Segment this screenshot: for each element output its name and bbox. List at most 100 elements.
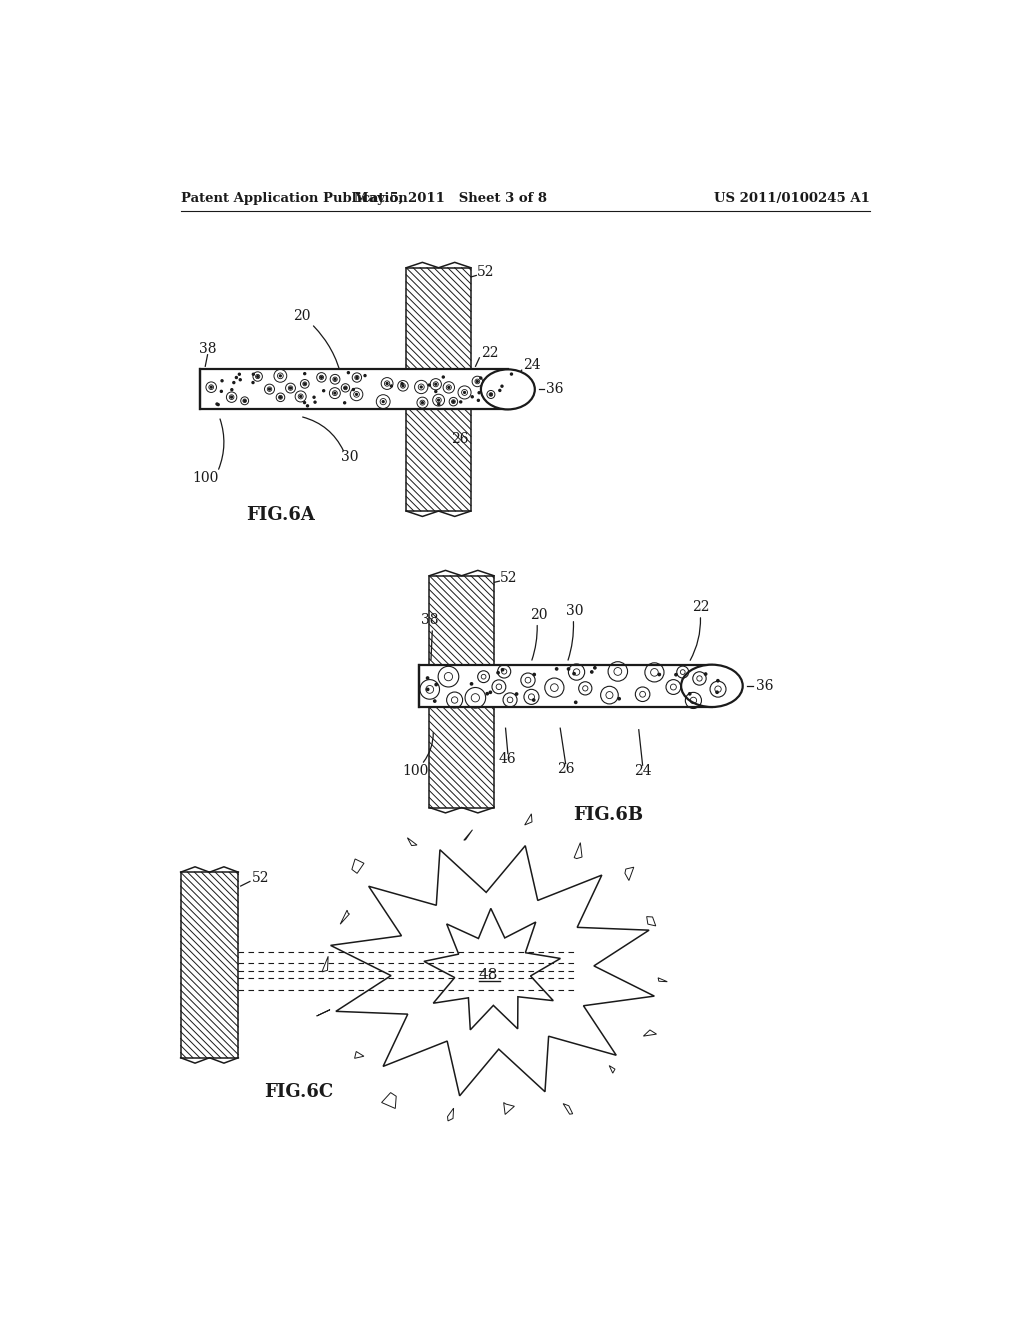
Text: 20: 20: [529, 609, 548, 622]
Text: 22: 22: [481, 346, 499, 360]
Text: 52: 52: [500, 572, 518, 585]
Circle shape: [497, 672, 500, 673]
Circle shape: [532, 698, 535, 701]
Circle shape: [230, 388, 232, 391]
Circle shape: [239, 374, 241, 375]
Circle shape: [555, 668, 558, 671]
Circle shape: [511, 374, 512, 375]
Bar: [200, 370, 508, 409]
Circle shape: [334, 392, 336, 395]
Circle shape: [471, 396, 473, 397]
Circle shape: [534, 673, 536, 676]
Circle shape: [489, 393, 492, 396]
Circle shape: [304, 383, 306, 385]
Text: 100: 100: [193, 471, 218, 484]
Circle shape: [499, 389, 501, 392]
Circle shape: [477, 400, 479, 401]
Text: 24: 24: [523, 358, 541, 372]
Circle shape: [618, 697, 621, 700]
Circle shape: [216, 403, 218, 405]
Text: 26: 26: [452, 433, 469, 446]
Circle shape: [220, 391, 222, 392]
Text: FIG.6C: FIG.6C: [264, 1084, 333, 1101]
Text: 38: 38: [421, 614, 438, 627]
Circle shape: [476, 380, 478, 383]
Circle shape: [486, 693, 488, 694]
Text: FIG.6A: FIG.6A: [247, 506, 315, 524]
Text: 30: 30: [341, 450, 358, 465]
Circle shape: [240, 379, 242, 380]
Circle shape: [591, 671, 593, 673]
Circle shape: [344, 387, 346, 389]
Circle shape: [688, 693, 691, 694]
Circle shape: [314, 401, 316, 403]
Circle shape: [210, 387, 212, 388]
Circle shape: [355, 393, 357, 395]
Circle shape: [221, 380, 223, 381]
Text: 24: 24: [634, 763, 651, 777]
Circle shape: [244, 400, 246, 401]
Circle shape: [717, 680, 719, 682]
Circle shape: [257, 376, 259, 378]
Circle shape: [437, 399, 439, 401]
Circle shape: [572, 672, 575, 675]
Circle shape: [356, 376, 357, 379]
Circle shape: [306, 405, 308, 407]
Circle shape: [300, 396, 302, 397]
Text: May 5, 2011   Sheet 3 of 8: May 5, 2011 Sheet 3 of 8: [353, 191, 547, 205]
Text: US 2011/0100245 A1: US 2011/0100245 A1: [714, 191, 869, 205]
Circle shape: [268, 388, 270, 391]
Text: 52: 52: [252, 871, 269, 886]
Circle shape: [470, 682, 473, 685]
Circle shape: [334, 379, 336, 380]
Circle shape: [453, 401, 455, 403]
Circle shape: [364, 375, 366, 376]
Text: 100: 100: [402, 763, 429, 777]
Circle shape: [313, 396, 315, 399]
Text: 52: 52: [477, 265, 495, 280]
Circle shape: [502, 669, 504, 671]
Circle shape: [382, 401, 384, 403]
Circle shape: [435, 391, 437, 392]
Ellipse shape: [681, 665, 742, 708]
Circle shape: [705, 673, 707, 676]
Circle shape: [232, 381, 234, 384]
Circle shape: [426, 677, 429, 680]
Circle shape: [675, 673, 677, 676]
Circle shape: [658, 673, 660, 676]
Circle shape: [217, 404, 219, 405]
Circle shape: [464, 392, 466, 393]
Text: 30: 30: [566, 605, 584, 618]
Text: 36: 36: [756, 678, 773, 693]
Circle shape: [478, 392, 480, 393]
Circle shape: [427, 688, 429, 690]
Circle shape: [280, 396, 282, 399]
Text: FIG.6B: FIG.6B: [572, 807, 643, 824]
Bar: [419, 665, 712, 708]
Bar: [180, 873, 239, 1057]
Text: Patent Application Publication: Patent Application Publication: [180, 191, 408, 205]
Circle shape: [420, 385, 422, 388]
Circle shape: [567, 668, 569, 671]
Circle shape: [428, 384, 430, 385]
Bar: [429, 576, 494, 808]
Circle shape: [460, 401, 462, 403]
Text: 36: 36: [547, 383, 564, 396]
Circle shape: [489, 692, 492, 693]
Circle shape: [447, 387, 450, 388]
Circle shape: [442, 376, 444, 378]
Circle shape: [435, 383, 436, 385]
Circle shape: [401, 383, 403, 384]
Circle shape: [515, 693, 518, 696]
Circle shape: [280, 375, 282, 376]
Circle shape: [386, 383, 388, 384]
Ellipse shape: [481, 370, 535, 409]
Circle shape: [347, 372, 349, 374]
Circle shape: [501, 385, 503, 387]
Circle shape: [402, 385, 403, 387]
Circle shape: [437, 403, 439, 405]
Circle shape: [236, 376, 238, 379]
Text: 48: 48: [479, 968, 499, 982]
Circle shape: [303, 401, 305, 404]
Circle shape: [574, 701, 577, 704]
